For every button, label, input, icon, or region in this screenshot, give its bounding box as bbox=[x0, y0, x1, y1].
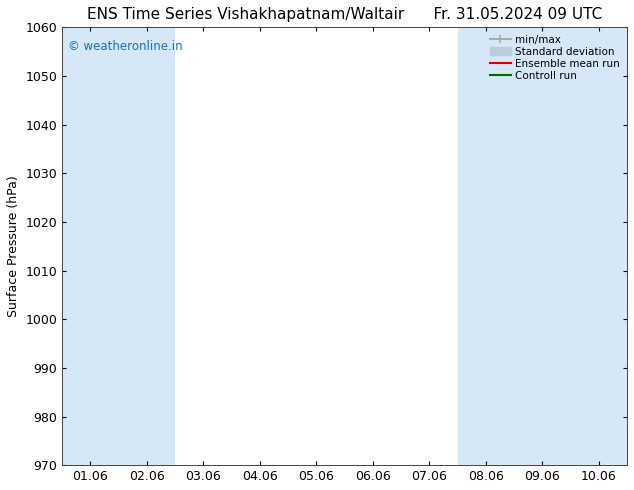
Bar bbox=[62, 27, 119, 465]
Text: © weatheronline.in: © weatheronline.in bbox=[68, 40, 183, 53]
Bar bbox=[571, 27, 627, 465]
Bar bbox=[458, 27, 514, 465]
Bar bbox=[514, 27, 571, 465]
Title: ENS Time Series Vishakhapatnam/Waltair      Fr. 31.05.2024 09 UTC: ENS Time Series Vishakhapatnam/Waltair F… bbox=[87, 7, 602, 22]
Y-axis label: Surface Pressure (hPa): Surface Pressure (hPa) bbox=[7, 175, 20, 317]
Bar bbox=[119, 27, 175, 465]
Legend: min/max, Standard deviation, Ensemble mean run, Controll run: min/max, Standard deviation, Ensemble me… bbox=[488, 32, 622, 83]
